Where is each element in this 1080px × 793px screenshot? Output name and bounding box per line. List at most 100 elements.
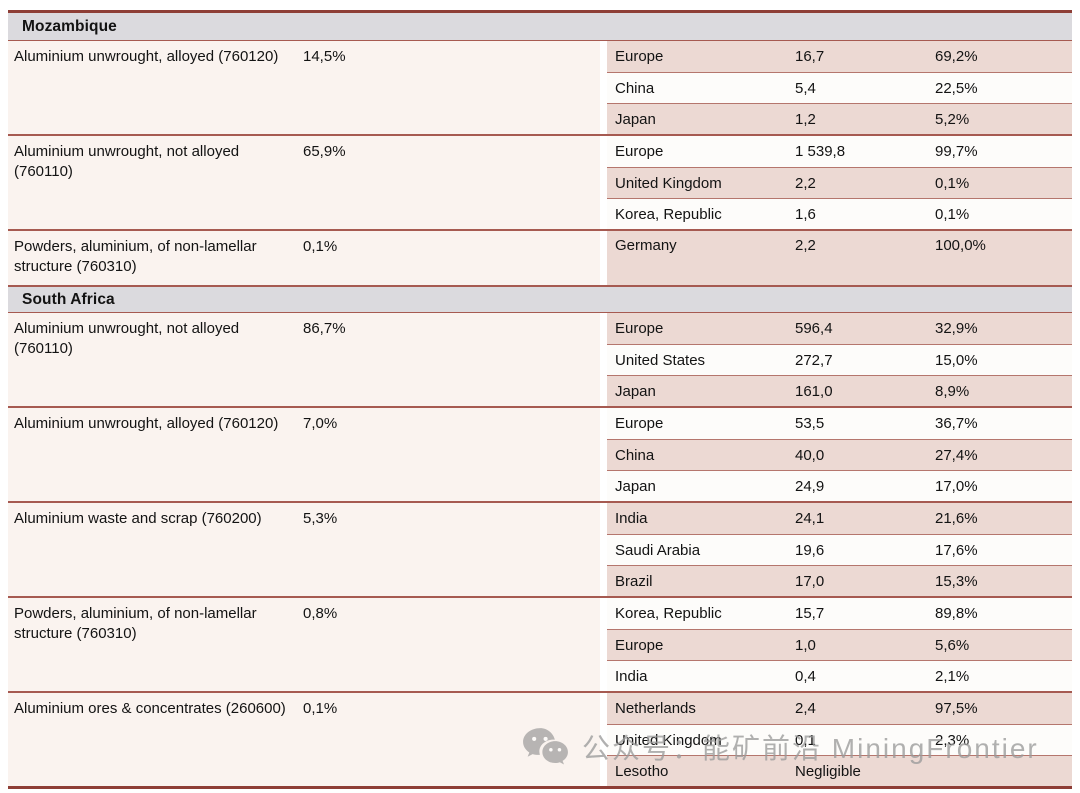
destination-rows: Europe 596,4 32,9% United States 272,7 1… [607,313,1072,406]
destination-row: Lesotho Negligible [607,755,1072,786]
commodity-name: Powders, aluminium, of non-lamellar stru… [14,605,257,642]
commodity-cell: Aluminium unwrought, not alloyed (760110… [8,313,600,406]
destination-row: Europe 1,0 5,6% [607,629,1072,660]
destination-country: United Kingdom [615,731,722,749]
column-gap [600,408,607,501]
destination-row: Europe 53,5 36,7% [607,408,1072,439]
destination-value: 1,0 [795,636,816,654]
destination-share: 100,0% [935,237,986,254]
commodity-group: Aluminium unwrought, not alloyed (760110… [8,134,1072,229]
commodity-export-share: 0,8% [303,605,338,622]
section-header: South Africa [8,285,1072,313]
destination-share: 99,7% [935,143,978,160]
destination-value: 596,4 [795,320,833,337]
destination-row: Brazil 17,0 15,3% [607,565,1072,596]
destination-share: 15,3% [935,572,978,590]
destination-value: 0,4 [795,667,816,685]
destination-row: Japan 161,0 8,9% [607,375,1072,406]
commodity-group: Aluminium unwrought, alloyed (760120) 14… [8,41,1072,134]
commodity-group: Aluminium ores & concentrates (260600) 0… [8,691,1072,786]
commodity-cell: Aluminium ores & concentrates (260600) 0… [8,693,600,786]
destination-rows: Netherlands 2,4 97,5% United Kingdom 0,1… [607,693,1072,786]
section-title: South Africa [22,290,115,308]
destination-rows: Europe 53,5 36,7% China 40,0 27,4% Japan… [607,408,1072,501]
destination-value: 2,2 [795,237,816,254]
destination-country: Germany [615,237,677,254]
destination-row: Netherlands 2,4 97,5% [607,693,1072,724]
destination-value: 19,6 [795,541,825,559]
destination-share: 0,1% [935,174,970,192]
column-gap [600,136,607,229]
export-destinations-table: Mozambique Aluminium unwrought, alloyed … [8,10,1072,789]
country-section: Mozambique Aluminium unwrought, alloyed … [8,13,1072,285]
destination-value: 2,4 [795,700,816,717]
commodity-cell: Powders, aluminium, of non-lamellar stru… [8,598,600,691]
destination-rows: Germany 2,2 100,0% [607,231,1072,285]
country-section: South Africa Aluminium unwrought, not al… [8,285,1072,786]
destination-country: Netherlands [615,700,696,717]
commodity-export-share: 65,9% [303,143,346,160]
destination-row: Europe 16,7 69,2% [607,41,1072,72]
destination-value: 53,5 [795,415,825,432]
destination-value: 2,2 [795,174,816,192]
destination-country: Brazil [615,572,653,590]
destination-country: Europe [615,48,664,65]
commodity-group: Aluminium waste and scrap (760200) 5,3% … [8,501,1072,596]
destination-value: 16,7 [795,48,825,65]
commodity-export-share: 5,3% [303,510,338,527]
destination-share: 69,2% [935,48,978,65]
destination-value: 24,1 [795,510,825,527]
destination-country: United Kingdom [615,174,722,192]
commodity-group: Powders, aluminium, of non-lamellar stru… [8,596,1072,691]
commodity-cell: Aluminium waste and scrap (760200) 5,3% [8,503,600,596]
destination-country: Europe [615,415,664,432]
destination-share: 8,9% [935,382,970,400]
commodity-export-share: 7,0% [303,415,338,432]
destination-country: Saudi Arabia [615,541,701,559]
commodity-group: Aluminium unwrought, not alloyed (760110… [8,313,1072,406]
destination-value: 15,7 [795,605,825,622]
destination-rows: Europe 1 539,8 99,7% United Kingdom 2,2 … [607,136,1072,229]
destination-share: 36,7% [935,415,978,432]
destination-row: Germany 2,2 100,0% [607,231,1072,285]
commodity-export-share: 0,1% [303,238,338,255]
destination-share: 2,3% [935,731,970,749]
destination-value: 1,2 [795,110,816,128]
destination-share: 17,0% [935,477,978,495]
commodity-name: Aluminium unwrought, alloyed (760120) [14,48,279,65]
destination-country: India [615,667,648,685]
destination-country: Korea, Republic [615,605,722,622]
column-gap [600,503,607,596]
destination-share: 15,0% [935,351,978,369]
destination-value: 24,9 [795,477,825,495]
destination-row: United Kingdom 0,1 2,3% [607,724,1072,755]
destination-row: United States 272,7 15,0% [607,344,1072,375]
destination-value: 1,6 [795,205,816,223]
commodity-export-share: 86,7% [303,320,346,337]
commodity-name: Aluminium unwrought, not alloyed (760110… [14,143,240,180]
destination-share: 97,5% [935,700,978,717]
commodity-group: Powders, aluminium, of non-lamellar stru… [8,229,1072,285]
destination-row: India 24,1 21,6% [607,503,1072,534]
destination-country: Japan [615,382,656,400]
commodity-groups: Aluminium unwrought, alloyed (760120) 14… [8,41,1072,285]
destination-rows: India 24,1 21,6% Saudi Arabia 19,6 17,6%… [607,503,1072,596]
destination-country: China [615,79,655,97]
destination-country: Europe [615,143,664,160]
destination-share: 89,8% [935,605,978,622]
destination-row: China 5,4 22,5% [607,72,1072,103]
destination-share: 5,6% [935,636,970,654]
destination-country: Korea, Republic [615,205,722,223]
destination-value: 161,0 [795,382,833,400]
commodity-name: Powders, aluminium, of non-lamellar stru… [14,238,257,275]
column-gap [600,41,607,134]
destination-row: Europe 596,4 32,9% [607,313,1072,344]
destination-share: 0,1% [935,205,970,223]
destination-value: 0,1 [795,731,816,749]
destination-rows: Europe 16,7 69,2% China 5,4 22,5% Japan … [607,41,1072,134]
commodity-export-share: 0,1% [303,700,338,717]
destination-country: Europe [615,320,664,337]
destination-row: Japan 1,2 5,2% [607,103,1072,134]
destination-value: 17,0 [795,572,825,590]
destination-country: Japan [615,110,656,128]
